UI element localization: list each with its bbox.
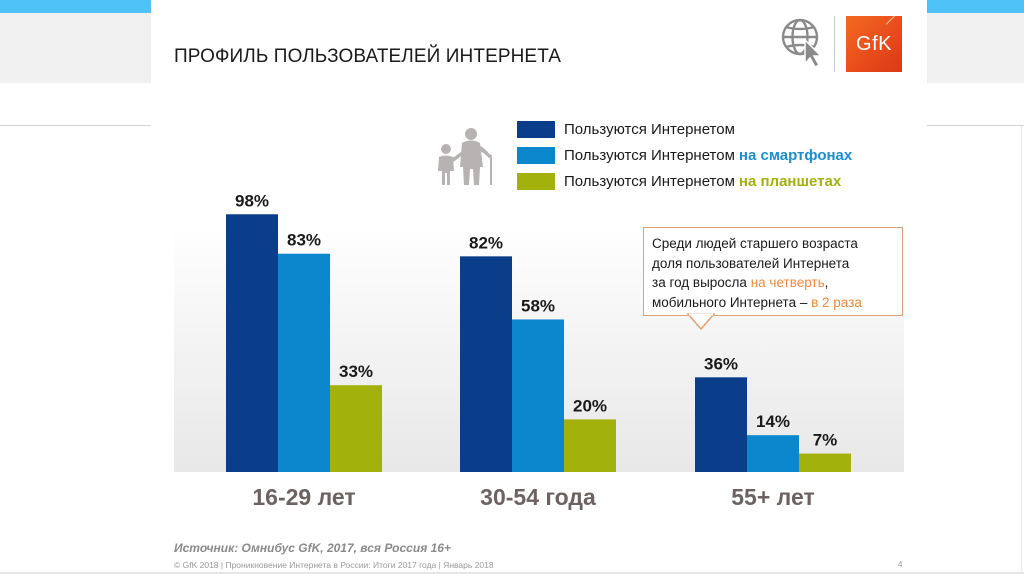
callout-line: за год выросла на четверть, xyxy=(652,273,894,293)
data-label: 58% xyxy=(521,296,555,315)
callout-text: мобильного Интернета – xyxy=(652,294,812,310)
globe-cursor-icon xyxy=(781,18,823,68)
page-number: 4 xyxy=(898,560,903,569)
legend-swatch xyxy=(517,120,555,138)
callout-accent: на четверть xyxy=(750,275,825,290)
data-label: 33% xyxy=(339,362,373,381)
callout-accent: в 2 раза xyxy=(811,294,862,310)
legend-item-tablets: Пользуются Интернетом на планшетах xyxy=(517,168,852,194)
callout-line: доля пользователей Интернета xyxy=(652,255,850,271)
slide-title: ПРОФИЛЬ ПОЛЬЗОВАТЕЛЕЙ ИНТЕРНЕТА xyxy=(174,46,562,67)
bar xyxy=(460,256,512,472)
data-label: 83% xyxy=(287,231,321,250)
data-label: 82% xyxy=(469,233,503,252)
bar xyxy=(330,385,382,472)
category-label: 16-29 лет xyxy=(252,484,355,510)
callout-text: за год выросла xyxy=(652,275,751,290)
frame-divider-right xyxy=(927,125,1024,126)
bar xyxy=(799,453,851,472)
legend-label: Пользуются Интернетом xyxy=(564,120,735,138)
data-label: 36% xyxy=(704,354,738,373)
elderly-with-child-icon xyxy=(438,128,492,185)
chart-legend: Пользуются Интернетом Пользуются Интерне… xyxy=(517,116,852,194)
callout-box: Среди людей старшего возраста доля польз… xyxy=(643,227,903,316)
data-label: 98% xyxy=(235,191,269,210)
frame-divider-left xyxy=(0,125,151,126)
callout-text: , xyxy=(824,275,829,290)
bar xyxy=(747,435,799,472)
gfk-logo: GfK xyxy=(846,16,902,72)
callout-pointer xyxy=(686,313,716,331)
bar xyxy=(512,319,564,472)
footer-text: © GfK 2018 | Проникновение Интернета в Р… xyxy=(174,560,494,570)
frame-vertical-divider xyxy=(1021,126,1022,574)
callout-line: Среди людей старшего возраста xyxy=(652,236,858,251)
bar xyxy=(695,377,747,472)
bar xyxy=(226,214,278,472)
legend-accent: на смартфонах xyxy=(738,146,853,164)
legend-label: Пользуются Интернетом xyxy=(564,146,735,164)
source-note: Источник: Омнибус GfK, 2017, вся Россия … xyxy=(174,541,451,555)
bar xyxy=(564,419,616,472)
frame-gray-block-left xyxy=(0,13,151,83)
frame-accent-bar-right xyxy=(927,0,1024,13)
legend-item-internet: Пользуются Интернетом xyxy=(517,116,852,142)
legend-swatch xyxy=(517,172,555,190)
category-label: 30-54 года xyxy=(480,484,596,510)
category-label: 55+ лет xyxy=(731,484,814,510)
legend-item-smartphones: Пользуются Интернетом на смартфонах xyxy=(517,142,852,168)
data-label: 7% xyxy=(813,431,838,450)
bar xyxy=(278,253,330,472)
legend-swatch xyxy=(517,146,555,164)
data-label: 20% xyxy=(573,396,607,415)
frame-accent-bar-left xyxy=(0,0,151,13)
frame-gray-block-right xyxy=(927,13,1024,83)
legend-label: Пользуются Интернетом xyxy=(564,172,735,190)
logo-divider xyxy=(834,16,835,72)
frame-bottom-border xyxy=(0,572,1024,574)
callout-line: мобильного Интернета – в 2 раза xyxy=(652,293,894,313)
legend-accent: на планшетах xyxy=(738,172,842,190)
data-label: 14% xyxy=(756,412,790,431)
